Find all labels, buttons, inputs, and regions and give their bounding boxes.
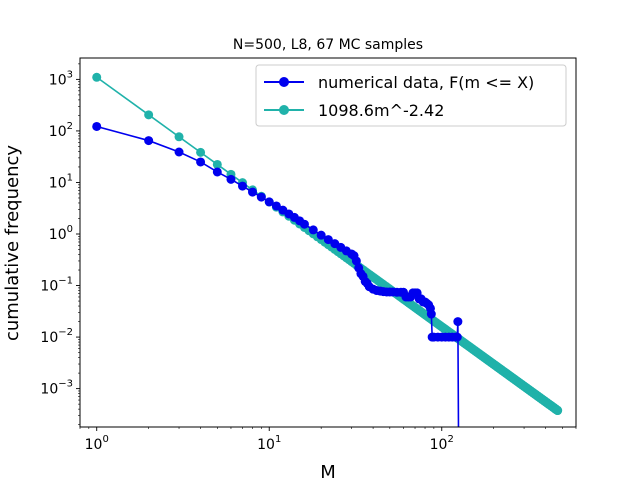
series-layer [92,72,563,427]
legend-box [255,64,567,127]
y-tick-label: 101 [49,172,73,191]
y-tick-label: 10−3 [40,379,73,398]
data-point [92,121,102,131]
x-tick-label: 101 [257,434,281,453]
fit-point [212,159,222,169]
data-point [452,332,462,342]
data-point [271,201,281,211]
fit-point [174,132,184,142]
legend-marker-data [279,77,289,87]
data-point [226,174,236,184]
legend-label-data: numerical data, F(m <= X) [318,73,534,92]
fit-point [553,406,563,416]
y-tick-label: 10−1 [40,276,73,295]
data-point [316,230,326,240]
y-tick-label: 100 [49,224,73,243]
legend: numerical data, F(m <= X) 1098.6m^-2.42 [255,64,567,127]
data-point [426,309,436,319]
data-point [323,235,333,245]
fit-point [144,110,154,120]
plot-frame [79,57,577,428]
chart-title: N=500, L8, 67 MC samples [233,37,423,53]
data-point [299,219,309,229]
data-point [212,167,222,177]
data-point [256,192,266,202]
y-axis-label: cumulative frequency [2,145,23,341]
fit-point [92,72,102,82]
y-tick-label: 10−2 [40,327,73,346]
data-point [174,147,184,157]
fit-point [196,147,206,157]
data-point [144,136,154,146]
y-tick-label: 103 [49,69,73,88]
y-axis-ticks: 10−3 10−2 10−1 100 101 102 103 [40,63,80,425]
data-point [453,317,463,327]
legend-marker-fit [279,105,289,115]
data-point [264,197,274,207]
x-axis-ticks: 100 101 102 [79,427,577,453]
data-point [351,256,361,266]
plot-area [92,72,563,427]
data-point [196,157,206,167]
data-point [308,225,318,235]
y-tick-label: 102 [49,121,73,140]
data-point [248,187,258,197]
x-axis-label: M [320,462,336,480]
legend-label-fit: 1098.6m^-2.42 [318,101,444,120]
data-point [238,181,248,191]
x-tick-label: 100 [85,434,109,453]
x-tick-label: 102 [430,434,454,453]
